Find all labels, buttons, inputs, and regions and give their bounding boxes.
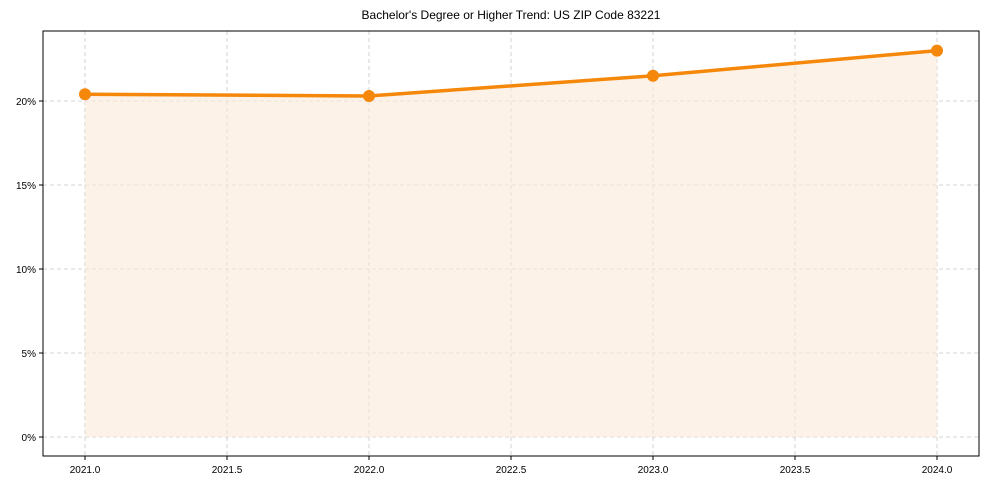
x-tick-label: 2022.5: [496, 465, 527, 476]
y-tick-label: 15%: [16, 181, 36, 192]
x-tick-label: 2024.0: [922, 465, 953, 476]
data-point: [363, 89, 375, 102]
y-tick-label: 20%: [16, 97, 36, 108]
plot-area: 2021.0 2021.5 2022.0 2022.5 2023.0 2023.5 2024…: [16, 30, 980, 476]
data-point: [647, 69, 659, 82]
data-point: [79, 88, 91, 101]
x-tick-label: 2023.5: [780, 465, 811, 476]
x-tick-label: 2023.0: [638, 465, 669, 476]
series-line: [84, 48, 938, 98]
y-tick-label: 0%: [22, 433, 37, 444]
x-tick-label: 2022.0: [354, 465, 385, 476]
y-tick-label: 5%: [22, 349, 37, 360]
data-point: [931, 44, 943, 57]
y-tick-label: 10%: [16, 265, 36, 276]
x-tick-label: 2021.0: [70, 465, 101, 476]
x-tick-label: 2021.5: [212, 465, 243, 476]
chart-title: Bachelor's Degree or Higher Trend: US ZI…: [362, 8, 661, 22]
